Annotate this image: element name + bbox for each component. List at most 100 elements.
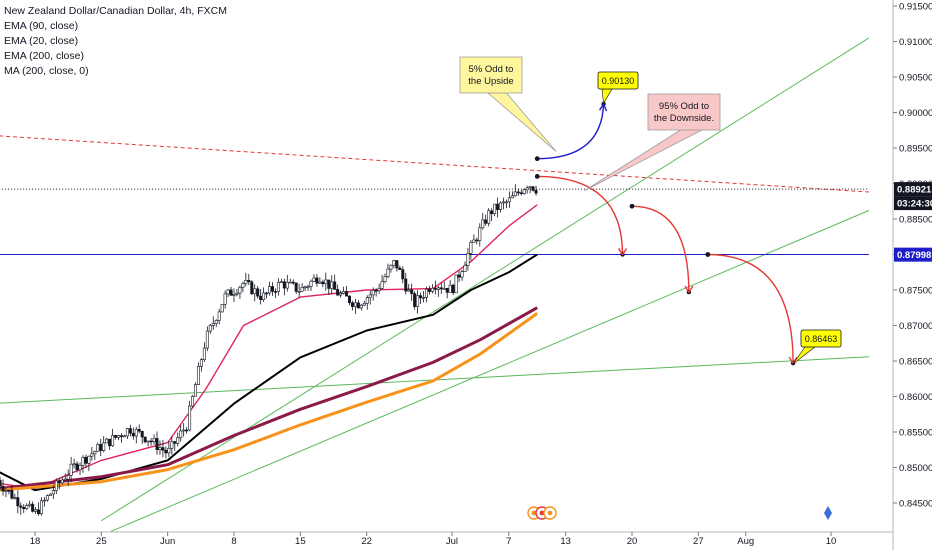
candle-body [232, 293, 236, 296]
candle-body [205, 330, 209, 349]
candle-body [48, 493, 52, 496]
countdown-badge-bg [894, 196, 932, 211]
candle-body [466, 253, 470, 266]
candle-body [276, 282, 280, 292]
candle-body [134, 429, 138, 437]
upside-callout-text: 5% Odd to [469, 64, 514, 75]
legend-ema-20: EMA (20, close) [4, 35, 79, 47]
x-tick-label: 22 [361, 536, 372, 547]
candle-body [146, 440, 150, 443]
candle-body [422, 296, 426, 299]
candle-body [297, 290, 301, 293]
candle-body [188, 405, 192, 431]
candle-body [419, 295, 423, 299]
candle-body [60, 479, 64, 484]
candle-body [368, 294, 372, 298]
candle-body [534, 190, 538, 194]
series-line-3 [0, 312, 539, 492]
candle-body [472, 239, 476, 243]
candle-body [460, 271, 464, 278]
candle-body [229, 289, 233, 296]
upside-callout-box [459, 56, 523, 94]
trendline-2 [0, 356, 869, 404]
candle-body [149, 440, 153, 443]
candle-body [430, 287, 434, 292]
candle-body [10, 490, 14, 499]
candle-body [164, 449, 168, 454]
candle-body [327, 279, 331, 289]
candle-body [424, 288, 428, 298]
candle-body [350, 302, 354, 307]
candle-body [152, 438, 156, 442]
candle-body [333, 281, 337, 290]
candle-body [54, 480, 58, 491]
projection-arrow-2 [631, 205, 690, 293]
candle-body [137, 429, 141, 432]
candle-body [42, 499, 46, 502]
candle-body [336, 289, 340, 296]
candle-body [122, 435, 126, 438]
candle-body [217, 311, 221, 321]
candle-body [531, 186, 535, 191]
candle-body [291, 281, 295, 284]
candle-body [324, 279, 328, 285]
candle-body [404, 278, 408, 292]
candle-body [66, 475, 70, 480]
candle-body [365, 297, 369, 304]
candle-body [501, 201, 505, 204]
candle-body [170, 441, 174, 449]
projection-arrowhead [788, 356, 798, 365]
candle-body [439, 287, 443, 290]
x-tick-label: 25 [96, 536, 107, 547]
candle-body [490, 210, 494, 215]
candle-body [125, 428, 129, 437]
projection-arrow-0 [537, 103, 605, 160]
candle-body [25, 505, 29, 510]
x-tick-label: 7 [506, 536, 511, 547]
candle-body [99, 444, 103, 451]
candle-body [0, 480, 2, 487]
candle-body [525, 187, 529, 191]
candle-body [259, 295, 263, 300]
trendline-0 [101, 37, 870, 522]
candle-body [478, 227, 482, 241]
candle-body [309, 280, 313, 287]
candle-body [119, 435, 123, 437]
projection-arrow-3 [707, 253, 794, 364]
projection-arrowhead [617, 248, 628, 256]
downside-callout-text: 95% Odd to [659, 101, 709, 112]
candle-body [330, 281, 334, 289]
candle-body [7, 489, 11, 492]
candle-body [427, 288, 431, 292]
candle-body [69, 463, 73, 476]
candle-body [1, 485, 5, 492]
candle-body [510, 195, 514, 199]
x-tick-label: Jul [446, 536, 458, 547]
y-tick-label: 0.89500 [899, 144, 932, 155]
candle-body [285, 281, 289, 289]
candle-body [362, 302, 366, 306]
candle-body [223, 293, 227, 305]
candle-body [279, 281, 283, 283]
candle-body [268, 286, 272, 294]
candle-body [380, 281, 384, 289]
candle-body [96, 444, 100, 452]
y-tick-label: 0.87000 [899, 321, 932, 332]
candle-body [493, 203, 497, 215]
y-tick-label: 0.90500 [899, 73, 932, 84]
candle-body [199, 359, 203, 367]
candle-body [176, 437, 180, 444]
candle-body [377, 288, 381, 291]
x-tick-label: 13 [560, 536, 571, 547]
x-tick-label: Aug [737, 536, 754, 547]
candle-body [28, 503, 32, 506]
candle-body [306, 286, 310, 288]
candle-body [155, 438, 159, 450]
y-tick-label: 0.86000 [899, 392, 932, 403]
candle-body [265, 292, 269, 295]
candle-body [294, 282, 298, 292]
candle-body [220, 304, 224, 313]
series-line-2 [0, 306, 538, 490]
